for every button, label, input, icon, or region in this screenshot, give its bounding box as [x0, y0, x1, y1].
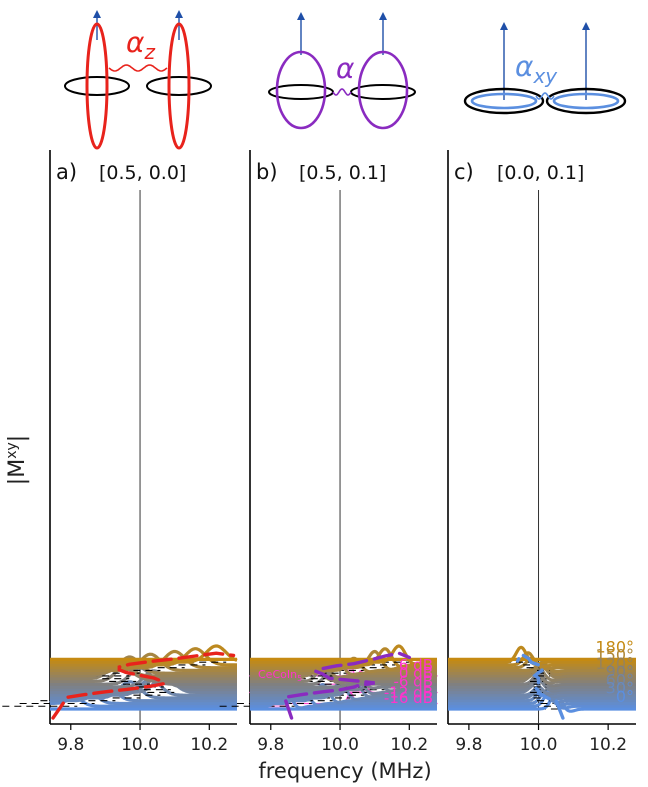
- ceco-label-main: CeCoIn: [258, 668, 297, 681]
- spin-arrow-left-head: [93, 10, 101, 18]
- spin-arrow-right-head: [379, 12, 387, 20]
- icons-layer: αz α αxy: [64, 10, 627, 150]
- x-tick-label: 10.0: [121, 735, 159, 755]
- coupling-label: αz: [126, 26, 155, 64]
- x-tick-label: 10.2: [390, 735, 428, 755]
- trace-150deg: [249, 649, 438, 671]
- coupling-subscript: xy: [532, 64, 558, 88]
- ring-left: [463, 87, 545, 115]
- trace-70deg: [447, 678, 637, 693]
- coupling-symbol: α: [515, 50, 534, 83]
- orbital-right: [552, 92, 620, 110]
- ring-right: [146, 76, 212, 96]
- angle-label: 0°: [616, 687, 634, 706]
- spin-arrow-left-head: [297, 12, 305, 20]
- y-axis-label: |Mxy|: [4, 435, 30, 485]
- x-tick-label: 9.8: [57, 735, 84, 755]
- coupling-wave: [535, 92, 555, 100]
- trace-60deg: [249, 678, 438, 696]
- trace-60deg: [447, 681, 637, 696]
- panel-label: c): [454, 160, 474, 184]
- power-label: -16 dB: [384, 689, 433, 707]
- y-axis-label-sup: xy: [4, 442, 20, 459]
- trace-30deg: [49, 682, 238, 703]
- power-label: -12 dB: [384, 683, 433, 701]
- trace-100deg: [447, 669, 637, 685]
- x-tick-label: 9.8: [257, 735, 284, 755]
- panel-a: 9.8 10.0 10.2 a) [0.5, 0.0]: [2, 150, 238, 755]
- panel-label: b): [256, 160, 278, 184]
- angle-label: 180°: [595, 637, 634, 656]
- trace-70deg: [49, 671, 238, 692]
- orbital-right: [357, 50, 409, 130]
- trace-150deg: [49, 649, 238, 670]
- trace-120deg: [249, 660, 438, 679]
- orbital-right: [167, 22, 191, 150]
- ceco-label: CeCoIn5: [258, 668, 302, 683]
- coupling-symbol: α: [336, 52, 355, 85]
- fit-dashed-curve: [515, 651, 565, 720]
- trace-170deg: [447, 645, 637, 666]
- y-axis-label-main: |M: [5, 459, 30, 485]
- ceco-label-sub: 5: [297, 674, 302, 683]
- trace-90deg: [249, 671, 438, 687]
- trace-0deg: [447, 691, 637, 713]
- coupling-wave: [332, 88, 352, 96]
- angle-label: 30°: [606, 679, 634, 698]
- trace-20deg: [249, 685, 438, 707]
- y-axis-label-end: |: [5, 435, 30, 442]
- orbital-left: [275, 50, 327, 130]
- spin-pair-alpha-xy-icon: αxy: [463, 22, 627, 115]
- trace-110deg: [49, 660, 238, 681]
- x-tick-label: 10.2: [589, 735, 627, 755]
- labels-layer: |Mxy| frequency (MHz): [4, 435, 432, 783]
- x-tick-label: 10.0: [321, 735, 359, 755]
- coupling-label: α: [336, 52, 355, 85]
- trace-60deg: [49, 674, 238, 695]
- ring-right: [545, 87, 627, 115]
- coupling-subscript: z: [143, 40, 155, 64]
- panel-params: [0.5, 0.1]: [299, 162, 386, 184]
- trace-160deg: [447, 651, 637, 669]
- angle-label: 60°: [606, 670, 634, 689]
- panels-layer: 9.8 10.0 10.2 a) [0.5, 0.0] 9.8 10.0 10.2 b) [0.5…: [2, 150, 637, 755]
- x-tick-label: 10.2: [190, 735, 228, 755]
- panel-b: 9.8 10.0 10.2 b) [0.5, 0.1] CeCoIn5 6 dB0 dB-6…: [219, 150, 438, 755]
- coupling-wave: [108, 64, 168, 72]
- spin-arrow-right-head: [175, 10, 183, 18]
- fit-dashed-curve: [51, 651, 236, 720]
- orbital-left: [470, 92, 538, 110]
- panel-params: [0.5, 0.0]: [99, 162, 186, 184]
- panel-label: a): [56, 160, 77, 184]
- spin-arrow-right-head: [582, 22, 590, 30]
- panel-params: [0.0, 0.1]: [497, 162, 584, 184]
- power-label: 0 dB: [399, 664, 433, 682]
- spin-pair-alpha-z-icon: αz: [64, 10, 212, 150]
- trace-160deg: [249, 647, 438, 669]
- orbital-left: [85, 22, 109, 150]
- x-tick-label: 10.0: [520, 735, 558, 755]
- fit-dashed-curve: [282, 651, 411, 720]
- spin-pair-alpha-icon: α: [268, 12, 416, 130]
- coupling-symbol: α: [126, 26, 145, 59]
- trace-30deg: [249, 683, 438, 704]
- trace-100deg: [249, 666, 438, 685]
- coupling-label: αxy: [515, 50, 558, 88]
- trace-10deg: [447, 691, 637, 710]
- angle-label: 90°: [606, 662, 634, 681]
- power-label: -6 dB: [393, 672, 433, 690]
- x-tick-label: 9.8: [455, 735, 482, 755]
- angle-label: 120°: [595, 654, 634, 673]
- ring-left: [64, 76, 130, 96]
- x-axis-label: frequency (MHz): [258, 759, 431, 783]
- spin-arrow-left-head: [500, 22, 508, 30]
- panel-c: 9.8 10.0 10.2 c) [0.0, 0.1] 180°150°120°90°60…: [447, 150, 637, 755]
- power-label: 6 dB: [399, 656, 433, 674]
- angle-label: 150°: [595, 646, 634, 665]
